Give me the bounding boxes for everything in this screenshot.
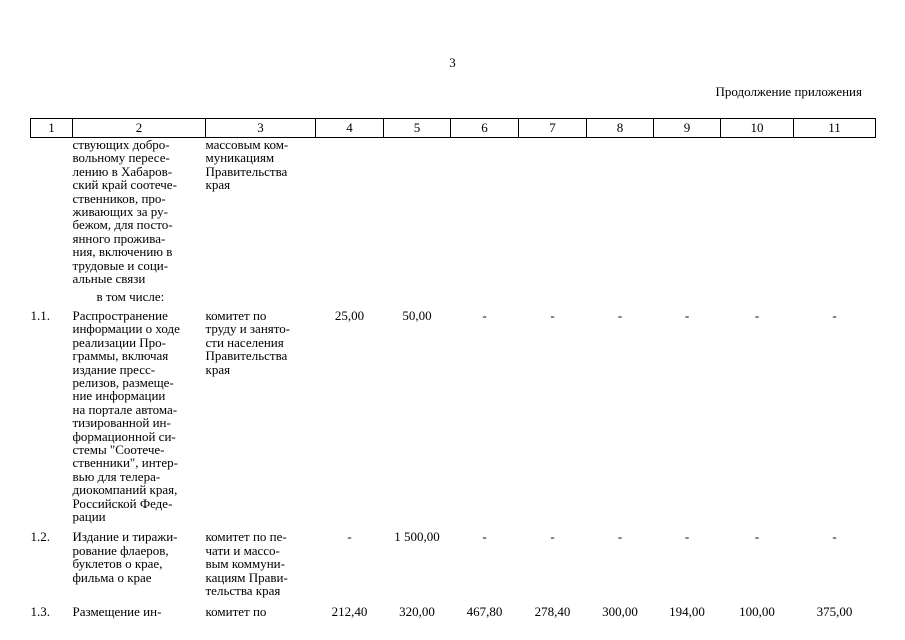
cell-value: 100,00 — [739, 604, 775, 620]
cell-value: - — [684, 529, 690, 545]
column-header: 7 — [518, 118, 587, 138]
column-header: 6 — [450, 118, 519, 138]
cell-value — [451, 138, 519, 286]
cell-executor — [206, 285, 316, 303]
cell-executor: комитет по труду и занято- сти населения… — [205, 307, 291, 377]
table-row: в том числе: — [31, 285, 876, 305]
cell-value — [519, 285, 587, 303]
cell-value: - — [347, 529, 352, 545]
cell-value — [519, 138, 587, 286]
column-header: 8 — [586, 118, 654, 138]
cell-activity: Распространение информации о ходе реализ… — [72, 307, 180, 524]
cell-value — [384, 285, 451, 303]
cell-value — [587, 285, 654, 303]
cell-value: - — [550, 529, 555, 545]
cell-value: - — [684, 307, 690, 323]
table-row: ствующих добро- вольному пересе- лению в… — [31, 138, 876, 286]
column-header: 9 — [653, 118, 721, 138]
cell-num: 1.2. — [30, 529, 51, 545]
cell-value: - — [482, 307, 487, 323]
column-header: 11 — [793, 118, 876, 138]
cell-value — [794, 138, 876, 286]
table-row: 1.2. Издание и тиражи- рование флаеров, … — [31, 523, 876, 597]
cell-value — [794, 285, 876, 303]
continuation-label: Продолжение приложения — [715, 84, 862, 99]
cell-value: - — [617, 307, 623, 323]
table-row: 1.3. Размещение ин- комитет по 212,40 32… — [30, 597, 876, 620]
cell-value — [721, 138, 794, 286]
page-number: 3 — [449, 55, 456, 70]
column-header: 10 — [720, 118, 794, 138]
cell-value — [587, 138, 654, 286]
cell-activity: в том числе: — [96, 289, 165, 305]
table-row: 1.1. Распространение информации о ходе р… — [31, 304, 876, 524]
cell-value: - — [482, 529, 487, 545]
cell-value — [721, 285, 794, 303]
cell-value: - — [617, 529, 623, 545]
column-header: 5 — [383, 118, 451, 138]
cell-value: 194,00 — [669, 604, 705, 620]
cell-value — [316, 138, 384, 286]
cell-value: 212,40 — [331, 604, 368, 620]
column-header: 1 — [30, 118, 73, 138]
cell-value: 320,00 — [399, 604, 435, 620]
cell-value: 467,80 — [466, 604, 503, 620]
cell-value: 375,00 — [816, 604, 853, 620]
column-header: 2 — [72, 118, 206, 138]
cell-activity: Издание и тиражи- рование флаеров, букле… — [72, 529, 178, 585]
cell-value: 25,00 — [334, 307, 365, 323]
cell-value: - — [832, 307, 837, 323]
cell-num: 1.1. — [30, 307, 51, 323]
table-header-row: 1 2 3 4 5 6 7 8 9 10 11 — [30, 118, 876, 138]
cell-value: - — [550, 307, 555, 323]
column-header: 4 — [315, 118, 384, 138]
cell-value — [654, 285, 721, 303]
cell-value: - — [754, 307, 760, 323]
cell-executor: комитет по пе- чати и массо- вым коммуни… — [205, 529, 288, 598]
cell-value: 278,40 — [534, 604, 571, 620]
cell-value — [451, 285, 519, 303]
cell-num — [31, 138, 73, 286]
cell-value — [654, 138, 721, 286]
cell-value: - — [754, 529, 760, 545]
column-header: 3 — [205, 118, 316, 138]
cell-num: 1.3. — [30, 604, 51, 620]
cell-num — [31, 285, 73, 303]
cell-value — [384, 138, 451, 286]
cell-executor: комитет по — [205, 604, 267, 620]
cell-value: - — [832, 529, 837, 545]
cell-activity: Размещение ин- — [72, 604, 162, 620]
cell-executor: массовым ком- муникациям Правительства к… — [205, 137, 289, 193]
appendix-table: 1 2 3 4 5 6 7 8 9 10 11 ствующих добро- … — [30, 118, 876, 619]
cell-value: 50,00 — [402, 307, 432, 323]
cell-value: 1 500,00 — [394, 529, 440, 545]
cell-value: 300,00 — [602, 604, 638, 620]
cell-value — [316, 285, 384, 303]
cell-activity: ствующих добро- вольному пересе- лению в… — [72, 137, 177, 287]
